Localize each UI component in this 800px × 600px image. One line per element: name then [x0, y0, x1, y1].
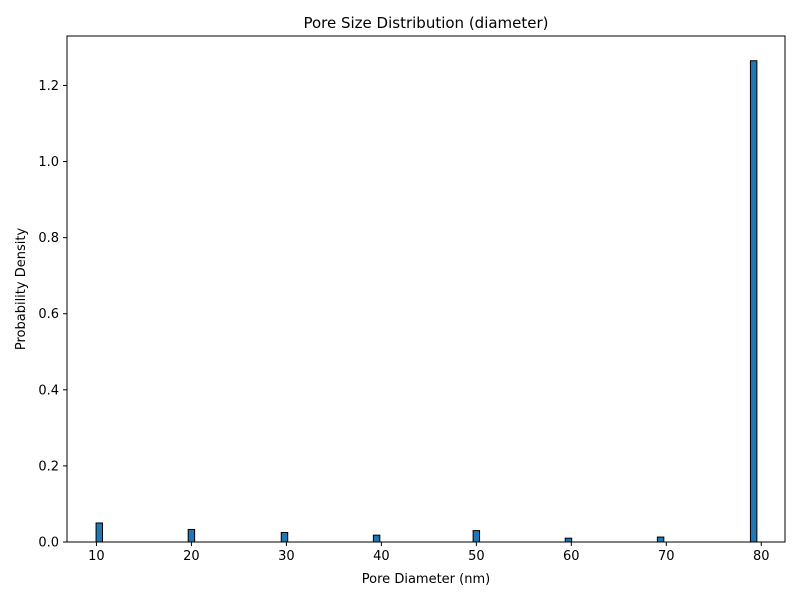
plot-frame: [66, 35, 786, 543]
x-tick-label: 30: [278, 549, 295, 564]
x-tick-label: 20: [183, 549, 200, 564]
histogram-bar: [749, 60, 758, 543]
histogram-bar: [372, 534, 381, 543]
histogram-bar: [280, 531, 289, 543]
x-axis-label: Pore Diameter (nm): [362, 572, 490, 587]
x-tick-label: 70: [658, 549, 675, 564]
x-tick-label: 40: [373, 549, 390, 564]
y-tick-label: 0.2: [38, 459, 59, 474]
histogram-bar: [187, 528, 196, 543]
y-tick-label: 0.4: [38, 383, 59, 398]
histogram-bar: [95, 522, 104, 543]
x-tick-label: 50: [468, 549, 485, 564]
y-axis-ticks: 0.0 0.2 0.4 0.6 0.8 1.0 1.2: [38, 79, 67, 551]
x-tick-label: 80: [753, 549, 770, 564]
x-axis-ticks: 10 20 30 40 50 60 70 80: [88, 542, 770, 564]
histogram-bar: [472, 530, 481, 543]
y-tick-label: 0.0: [38, 536, 59, 551]
x-tick-label: 10: [88, 549, 105, 564]
x-tick-label: 60: [563, 549, 580, 564]
y-tick-label: 1.2: [38, 79, 59, 94]
chart-title: Pore Size Distribution (diameter): [303, 14, 548, 32]
y-axis-label: Probability Density: [14, 228, 29, 351]
y-tick-label: 0.8: [38, 231, 59, 246]
y-tick-label: 1.0: [38, 155, 59, 170]
histogram-bar: [656, 536, 665, 543]
plot-area: [67, 36, 785, 542]
y-tick-label: 0.6: [38, 307, 59, 322]
histogram-bar: [564, 537, 573, 543]
